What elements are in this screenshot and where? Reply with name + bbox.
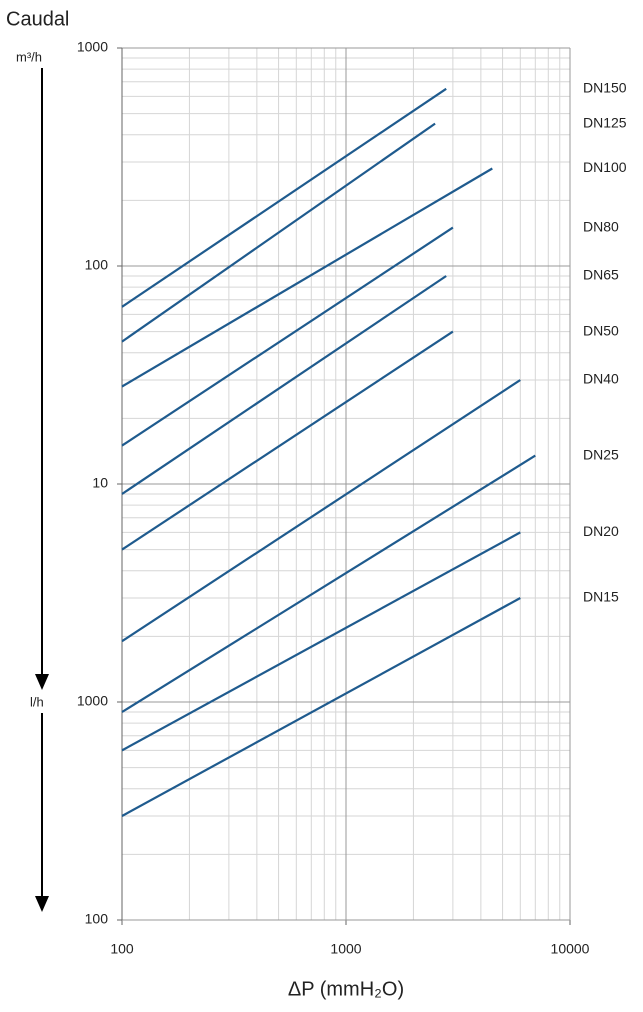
y-tick-label: 1000: [77, 693, 108, 709]
x-tick-label: 1000: [330, 941, 361, 957]
series-line: [121, 597, 521, 817]
series-line: [121, 454, 536, 713]
series-label: DN150: [583, 79, 627, 95]
y-unit-top: m³/h: [16, 49, 42, 64]
series-label: DN80: [583, 218, 619, 234]
x-axis-label: ΔP (mmH₂O): [288, 978, 404, 1000]
series-label: DN25: [583, 446, 619, 462]
series-line: [121, 122, 436, 343]
series-line: [121, 531, 521, 752]
series-label: DN20: [583, 523, 619, 539]
series-label: DN125: [583, 114, 627, 130]
y-unit-bottom: l/h: [30, 694, 44, 709]
chart-title: Caudal: [6, 8, 69, 30]
series-label: DN50: [583, 322, 619, 338]
series-label: DN65: [583, 267, 619, 283]
series-line: [121, 275, 447, 495]
series-line: [121, 379, 521, 643]
y-tick-label: 100: [85, 911, 109, 927]
series-line: [121, 167, 493, 388]
series-label: DN15: [583, 589, 619, 605]
y-tick-label: 100: [85, 257, 109, 273]
y-tick-label: 10: [92, 475, 108, 491]
x-tick-label: 100: [110, 941, 134, 957]
series-label: DN40: [583, 371, 619, 387]
series-line: [121, 330, 454, 551]
x-tick-label: 10000: [551, 941, 590, 957]
y-arrows: [35, 68, 49, 912]
series-line: [121, 87, 447, 308]
series-label: DN100: [583, 159, 627, 175]
y-tick-label: 1000: [77, 39, 108, 55]
series-line: [121, 226, 454, 447]
